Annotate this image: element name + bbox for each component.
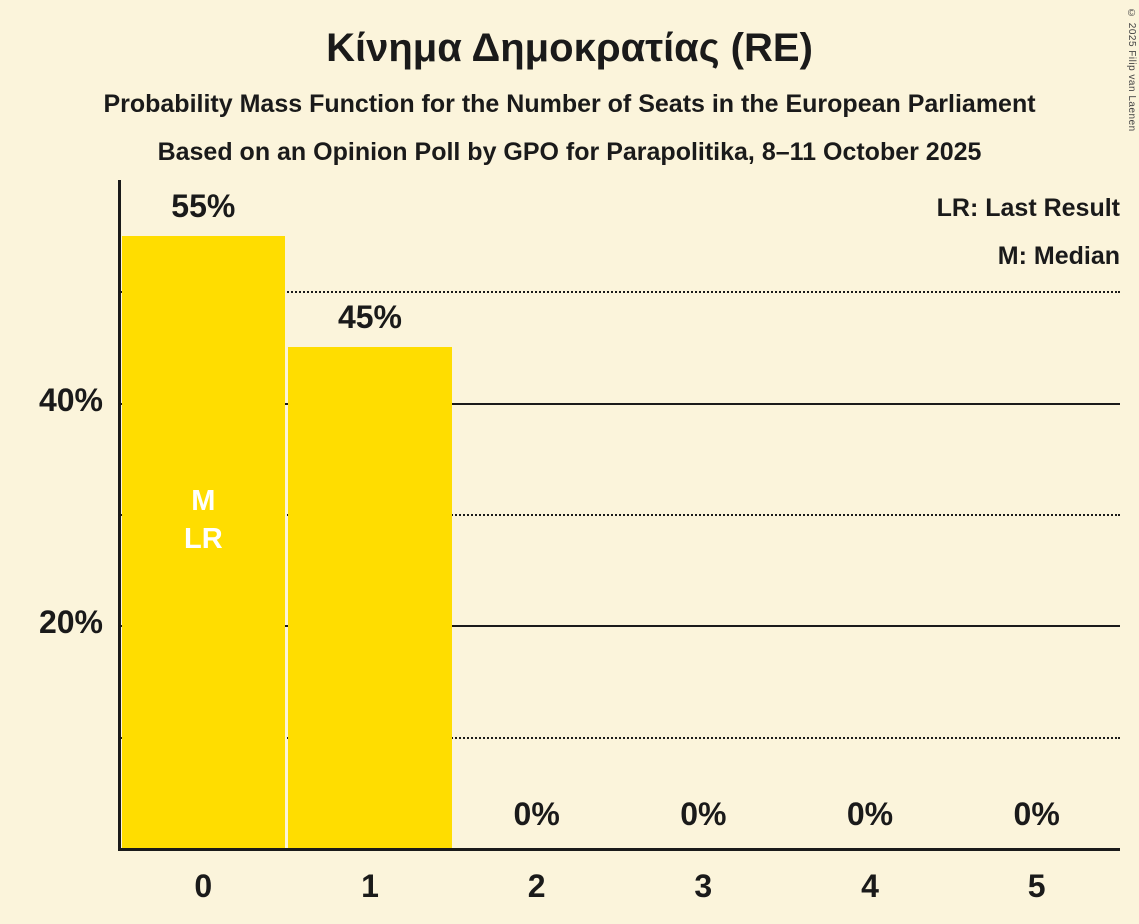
bar-value-label-3: 0% — [680, 796, 727, 832]
gridline-dotted-10 — [120, 736, 1120, 739]
copyright-notice: © 2025 Filip van Laenen — [1126, 8, 1137, 132]
median-last-result-label: M LR — [120, 482, 287, 558]
last-result-marker-label: LR — [183, 522, 223, 555]
bar-seats-0 — [121, 235, 286, 848]
chart-title: Κίνημα Δημοκρατίας (RE) — [326, 26, 813, 70]
x-tick-label-1: 1 — [361, 868, 379, 904]
legend: LR: Last Result M: Median — [937, 184, 1120, 280]
x-tick-label-4: 4 — [861, 868, 879, 904]
x-tick-label-0: 0 — [194, 868, 213, 904]
x-tick-label-3: 3 — [694, 868, 713, 904]
y-tick-label-20: 20% — [38, 604, 103, 641]
legend-last-result: LR: Last Result — [936, 194, 1120, 222]
gridline-dotted-50 — [120, 291, 1120, 294]
gridline-solid-40 — [120, 402, 1120, 405]
legend-median: M: Median — [997, 242, 1120, 270]
gridline-solid-20 — [120, 625, 1120, 628]
x-tick-label-5: 5 — [1027, 868, 1046, 904]
bar-seats-1 — [288, 347, 452, 848]
x-tick-label-2: 2 — [527, 868, 546, 904]
bar-value-label-4: 0% — [846, 796, 894, 832]
bar-value-label-0: 55% — [171, 187, 236, 224]
bar-value-label-1: 45% — [337, 299, 402, 335]
y-axis-line — [118, 180, 121, 850]
median-marker-label: M — [191, 484, 216, 517]
chart-subtitle: Probability Mass Function for the Number… — [103, 90, 1036, 118]
y-tick-label-40: 40% — [38, 381, 103, 418]
bar-value-label-2: 0% — [513, 796, 560, 832]
bar-value-label-5: 0% — [1013, 796, 1060, 832]
chart-subtitle-source: Based on an Opinion Poll by GPO for Para… — [157, 138, 982, 166]
gridline-dotted-30 — [120, 514, 1120, 516]
x-axis-line — [118, 848, 1120, 851]
